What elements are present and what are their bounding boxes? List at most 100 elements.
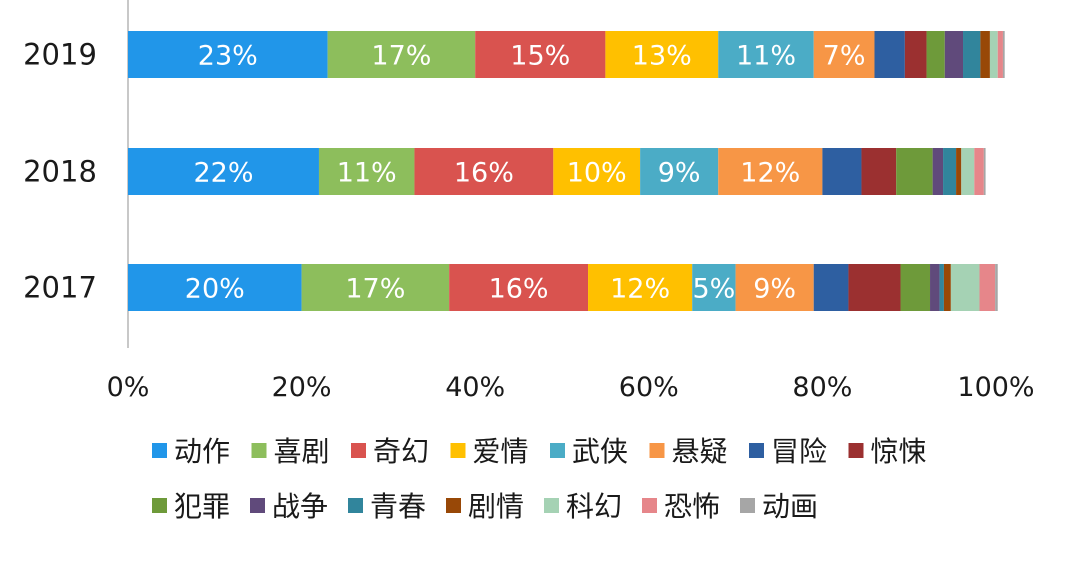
bar-segment-2017-8 xyxy=(900,264,931,311)
data-label-2019-0: 23% xyxy=(198,41,258,72)
legend-label: 武侠 xyxy=(572,435,628,468)
bar-segment-2017-4 xyxy=(692,264,736,311)
bar-segment-2019-2 xyxy=(475,31,606,78)
data-label-2018-3: 10% xyxy=(567,158,627,189)
legend-swatch xyxy=(152,498,167,513)
bar-segment-2018-5 xyxy=(718,148,823,195)
category-labels: 2019 2018 2017 xyxy=(23,38,97,305)
bar-segment-2019-4 xyxy=(718,31,814,78)
bar-segment-2018-4 xyxy=(640,148,719,195)
data-label-2019-2: 15% xyxy=(510,41,570,72)
x-tick-label: 40% xyxy=(445,372,505,403)
bar-segment-2019-8 xyxy=(926,31,945,78)
bar-segment-2019-5 xyxy=(813,31,875,78)
x-tick-label: 60% xyxy=(619,372,679,403)
bar-segment-2019-13 xyxy=(997,31,1003,78)
data-label-2019-3: 13% xyxy=(632,41,692,72)
bar-segment-2017-13 xyxy=(979,264,996,311)
bar-segment-2018-2 xyxy=(414,148,554,195)
legend-label: 犯罪 xyxy=(174,490,230,523)
x-tick-label: 80% xyxy=(792,372,852,403)
bar-segment-2017-10 xyxy=(939,264,944,311)
data-label-2018-2: 16% xyxy=(454,158,514,189)
legend-label: 爱情 xyxy=(473,435,529,468)
legend-swatch xyxy=(251,443,267,458)
category-label-2019: 2019 xyxy=(23,38,97,72)
data-label-2017-4: 5% xyxy=(692,274,735,305)
legend-swatch xyxy=(152,443,167,458)
bar-segment-2019-9 xyxy=(944,31,964,78)
bars-group: 23% 17% 15% 13% 11% 7% 22% 11% 16% 10% 9% 12% 20% 17%… xyxy=(128,31,1005,311)
legend-label: 动作 xyxy=(174,435,230,468)
bar-segment-2017-6 xyxy=(813,264,849,311)
category-label-2017: 2017 xyxy=(23,271,97,305)
legend-swatch xyxy=(348,498,363,513)
bar-segment-2017-5 xyxy=(735,264,814,311)
legend-label: 悬疑 xyxy=(672,435,728,468)
x-tick-label: 20% xyxy=(272,372,332,403)
bar-segment-2018-10 xyxy=(943,148,957,195)
bar-segment-2017-7 xyxy=(848,264,901,311)
bar-segment-2018-3 xyxy=(553,148,641,195)
x-tick-label: 0% xyxy=(107,372,150,403)
bar-segment-2019-7 xyxy=(904,31,927,78)
data-label-2017-2: 16% xyxy=(489,274,549,305)
bar-segment-2019-11 xyxy=(980,31,990,78)
bar-segment-2017-2 xyxy=(449,264,589,311)
bar-segment-2018-7 xyxy=(861,148,897,195)
bar-segment-2018-12 xyxy=(961,148,975,195)
bar-segment-2017-3 xyxy=(588,264,693,311)
legend-swatch xyxy=(740,498,755,513)
bar-segment-2017-12 xyxy=(950,264,980,311)
legend-label: 惊悚 xyxy=(871,435,927,468)
bar-segment-2018-1 xyxy=(318,148,415,195)
legend-label: 战争 xyxy=(272,490,328,523)
legend-swatch xyxy=(749,443,764,458)
bar-segment-2018-6 xyxy=(822,148,862,195)
data-label-2019-1: 17% xyxy=(371,41,431,72)
legend-label: 奇幻 xyxy=(373,435,429,468)
bar-segment-2018-13 xyxy=(974,148,984,195)
bar-segment-2018-11 xyxy=(956,148,962,195)
legend-swatch xyxy=(848,443,864,458)
bar-segment-2017-9 xyxy=(930,264,940,311)
bar-segment-2019-3 xyxy=(605,31,719,78)
data-label-2018-4: 9% xyxy=(658,158,701,189)
data-label-2018-0: 22% xyxy=(193,158,253,189)
bar-segment-2019-6 xyxy=(874,31,905,78)
data-label-2018-1: 11% xyxy=(337,158,397,189)
bar-segment-2018-0 xyxy=(128,148,319,195)
bar-segment-2018-14 xyxy=(983,148,986,195)
legend-label: 恐怖 xyxy=(664,490,720,523)
bar-segment-2017-11 xyxy=(943,264,951,311)
data-label-2019-5: 7% xyxy=(823,41,866,72)
legend-swatch xyxy=(450,443,466,458)
legend-swatch xyxy=(649,443,665,458)
legend-swatch xyxy=(351,443,366,458)
bar-segment-2019-10 xyxy=(963,31,981,78)
data-label-2017-1: 17% xyxy=(345,274,405,305)
legend-swatch xyxy=(544,498,559,513)
legend-label: 青春 xyxy=(370,490,426,523)
bar-segment-2017-14 xyxy=(995,264,998,311)
legend-label: 喜剧 xyxy=(274,435,330,468)
legend-label: 剧情 xyxy=(468,490,524,523)
x-tick-label: 100% xyxy=(957,372,1034,403)
legend-swatch xyxy=(250,498,265,513)
bar-segment-2019-12 xyxy=(989,31,998,78)
category-label-2018: 2018 xyxy=(23,155,97,189)
data-label-2017-5: 9% xyxy=(753,274,796,305)
legend-swatch xyxy=(642,498,657,513)
x-tick-labels: 0% 20% 40% 60% 80% 100% xyxy=(107,372,1035,403)
data-label-2018-5: 12% xyxy=(740,158,800,189)
bar-segment-2018-9 xyxy=(932,148,944,195)
legend-label: 科幻 xyxy=(566,490,622,523)
data-label-2017-0: 20% xyxy=(185,274,245,305)
bar-segment-2017-0 xyxy=(128,264,302,311)
legend-swatch xyxy=(550,443,565,458)
legend-label: 冒险 xyxy=(771,435,827,468)
data-label-2017-3: 12% xyxy=(610,274,670,305)
legend-swatch xyxy=(446,498,461,513)
